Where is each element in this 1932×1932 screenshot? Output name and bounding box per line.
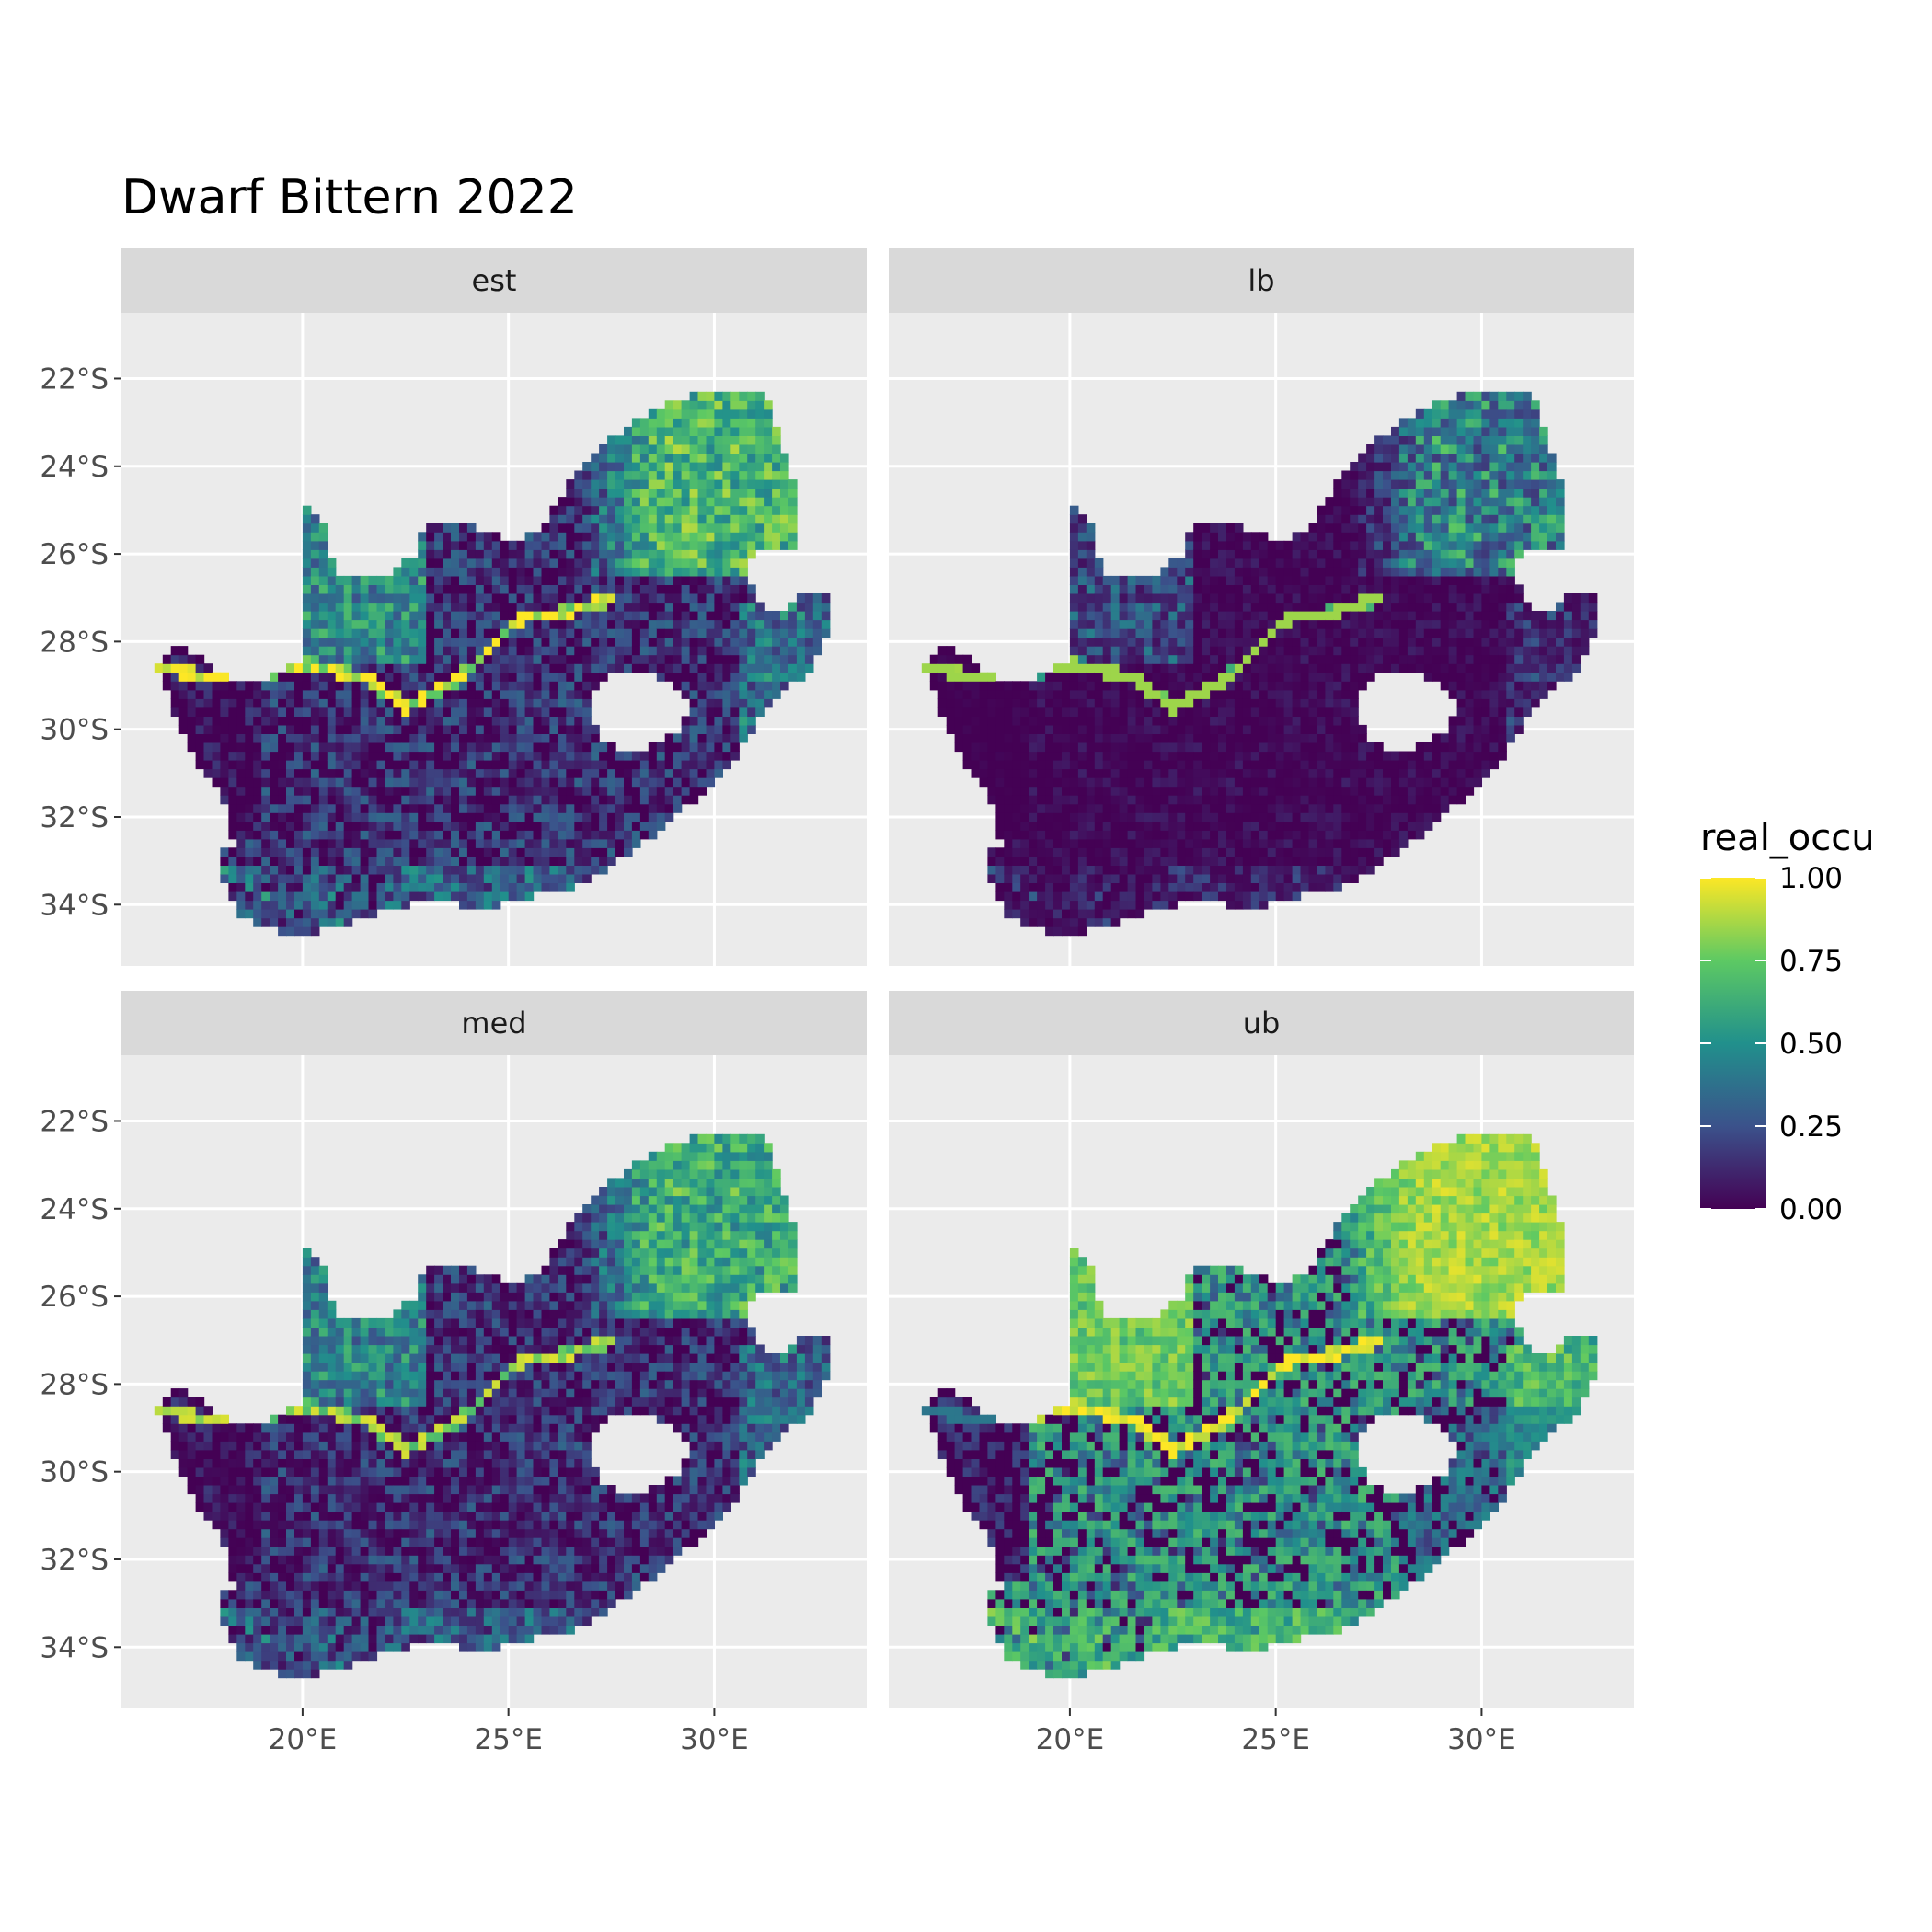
facet-strip-label: lb (1248, 263, 1274, 298)
facet-panel-ub: ub 20°E 25°E 30°E (889, 991, 1634, 1756)
legend-break-label: 0.75 (1779, 945, 1843, 978)
y-tick-label: 24°S (40, 451, 109, 484)
y-tick-label: 28°S (40, 1368, 109, 1401)
x-tick-label: 20°E (1036, 1723, 1105, 1756)
facet-strip-label: ub (1243, 1006, 1281, 1041)
occupancy-raster (154, 1133, 831, 1679)
facet-strip-label: med (461, 1006, 526, 1041)
y-tick-label: 22°S (40, 1105, 109, 1138)
x-tick-label: 30°E (680, 1723, 749, 1756)
facet-strip (889, 991, 1634, 1055)
facet-strip-label: est (472, 263, 517, 298)
facet-panel-med: med 22°S 24°S 26°S 28°S 30°S 32°S 34°S 20°E 25°E 3… (40, 991, 867, 1756)
y-tick-label: 30°S (40, 714, 109, 747)
y-tick-label: 34°S (40, 889, 109, 922)
y-tick-label: 28°S (40, 626, 109, 659)
facet-strip (121, 991, 867, 1055)
occupancy-raster (921, 391, 1598, 937)
facet-panel-lb: lb (889, 248, 1634, 966)
facet-panels: est 22°S 24°S 26°S 28°S 30°S 32°S 34°S lb med 22°S… (40, 248, 1634, 1756)
y-tick-label: 26°S (40, 538, 109, 571)
chart-title: Dwarf Bittern 2022 (121, 170, 578, 225)
legend-break-label: 0.00 (1779, 1193, 1843, 1226)
x-tick-label: 25°E (1241, 1723, 1310, 1756)
legend-title: real_occu (1700, 817, 1875, 859)
legend-break-label: 0.50 (1779, 1028, 1843, 1061)
y-tick-label: 22°S (40, 362, 109, 396)
y-tick-label: 26°S (40, 1281, 109, 1314)
legend-break-label: 1.00 (1779, 862, 1843, 895)
legend: real_occu 1.00 0.75 0.50 0.25 0.00 (1700, 817, 1875, 1226)
legend-break-label: 0.25 (1779, 1110, 1843, 1144)
y-tick-label: 32°S (40, 801, 109, 834)
y-tick-label: 32°S (40, 1544, 109, 1577)
facet-strip (121, 248, 867, 313)
x-tick-label: 30°E (1447, 1723, 1516, 1756)
facet-panel-est: est 22°S 24°S 26°S 28°S 30°S 32°S 34°S (40, 248, 867, 966)
y-tick-label: 30°S (40, 1456, 109, 1489)
y-tick-label: 24°S (40, 1193, 109, 1226)
x-tick-label: 25°E (474, 1723, 543, 1756)
facet-strip (889, 248, 1634, 313)
x-tick-label: 20°E (269, 1723, 338, 1756)
occupancy-raster (921, 1133, 1598, 1679)
y-tick-label: 34°S (40, 1631, 109, 1664)
occupancy-raster (154, 391, 831, 937)
